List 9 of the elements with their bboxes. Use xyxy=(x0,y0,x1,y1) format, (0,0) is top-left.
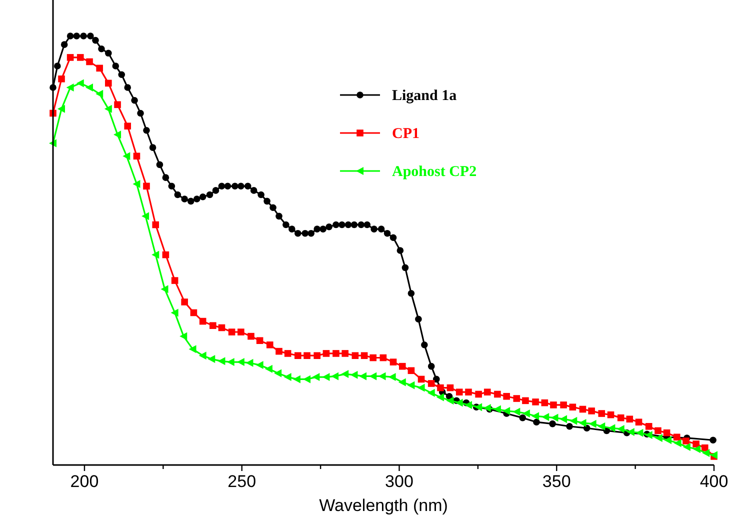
x-tick-label: 400 xyxy=(700,472,728,491)
x-axis-title: Wavelength (nm) xyxy=(319,496,448,515)
x-tick-label: 300 xyxy=(385,472,414,491)
x-tick-label: 250 xyxy=(228,472,256,491)
legend-label: Ligand 1a xyxy=(392,88,458,104)
legend-label: Apohost CP2 xyxy=(392,164,477,180)
x-tick-label: 200 xyxy=(70,472,99,491)
x-tick-label: 350 xyxy=(542,472,571,491)
legend-label: CP1 xyxy=(392,126,420,142)
